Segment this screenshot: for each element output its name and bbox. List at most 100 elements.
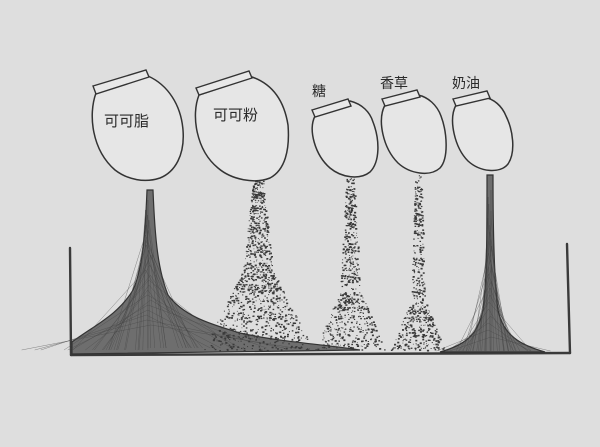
- granule: [349, 222, 351, 224]
- granule: [266, 250, 269, 252]
- granule: [347, 186, 350, 188]
- granule: [263, 287, 266, 289]
- granule: [262, 250, 264, 252]
- granule: [348, 269, 350, 271]
- granule: [283, 326, 286, 328]
- granule: [271, 269, 273, 271]
- cream-heap: [436, 174, 551, 353]
- granule: [254, 286, 256, 288]
- granule: [340, 293, 342, 295]
- granule: [261, 267, 263, 269]
- granule: [420, 250, 422, 252]
- granule: [417, 189, 418, 191]
- hatch-left-stroke: [137, 214, 148, 351]
- granule: [351, 258, 353, 260]
- granule: [401, 334, 404, 336]
- hatch-left-stroke: [148, 279, 234, 349]
- granule: [419, 196, 422, 198]
- granule: [230, 296, 233, 298]
- granule: [413, 269, 415, 271]
- granule: [412, 310, 415, 312]
- granule: [350, 194, 352, 196]
- granule: [351, 341, 354, 343]
- granule: [282, 342, 284, 344]
- granule: [212, 339, 215, 342]
- granule: [331, 343, 333, 345]
- granule: [254, 222, 257, 224]
- granule: [257, 207, 259, 209]
- granule: [423, 309, 425, 311]
- granule: [372, 328, 375, 330]
- granule: [271, 256, 273, 258]
- granule: [300, 346, 303, 349]
- granule: [266, 297, 268, 299]
- granule: [418, 267, 419, 268]
- granule: [265, 308, 267, 310]
- granule: [256, 209, 258, 212]
- granule: [357, 274, 359, 276]
- granule: [254, 268, 256, 270]
- hatch-right-stroke: [455, 280, 492, 352]
- granule: [344, 275, 347, 277]
- granule: [414, 198, 417, 200]
- granule: [345, 225, 348, 227]
- granule: [416, 284, 418, 286]
- granule: [282, 290, 285, 293]
- granule: [412, 263, 414, 265]
- granule: [247, 275, 250, 277]
- granule: [259, 207, 262, 210]
- granule: [337, 329, 340, 331]
- granule: [257, 194, 260, 196]
- granule: [270, 287, 273, 290]
- granule: [352, 223, 355, 225]
- granule: [357, 248, 359, 250]
- granule: [263, 208, 265, 211]
- granule: [343, 301, 345, 303]
- granule: [263, 198, 265, 200]
- granule: [274, 318, 277, 320]
- granule: [259, 271, 262, 273]
- granule: [255, 187, 257, 190]
- granule: [409, 306, 412, 308]
- granule: [252, 210, 255, 213]
- granule: [357, 264, 359, 266]
- granule: [426, 345, 428, 347]
- granule: [257, 251, 259, 253]
- granule: [247, 273, 249, 275]
- granule: [254, 286, 256, 288]
- granule: [252, 189, 254, 192]
- granule: [346, 234, 348, 236]
- granule: [291, 317, 293, 319]
- granule: [342, 327, 344, 329]
- granule: [234, 329, 237, 331]
- granule: [430, 319, 433, 322]
- granule: [422, 229, 425, 231]
- granule: [252, 240, 254, 242]
- granule: [413, 281, 415, 283]
- granule: [271, 279, 273, 281]
- hatch-left-stroke: [117, 249, 150, 351]
- granule: [345, 234, 346, 236]
- granule: [352, 251, 354, 253]
- granule: [419, 240, 421, 242]
- granule: [414, 216, 417, 219]
- granule: [330, 328, 332, 330]
- granule: [306, 349, 309, 351]
- granule: [281, 330, 284, 331]
- granule: [243, 271, 246, 273]
- granule: [419, 218, 421, 220]
- granule: [265, 246, 267, 248]
- granule: [308, 348, 310, 350]
- granule: [258, 298, 260, 300]
- granule: [225, 324, 227, 326]
- granule: [337, 311, 339, 313]
- granule: [352, 307, 353, 309]
- granule: [337, 346, 339, 348]
- granule: [353, 292, 356, 295]
- granule: [236, 319, 238, 321]
- granule: [418, 219, 421, 221]
- granule: [273, 287, 275, 289]
- granule: [345, 260, 348, 263]
- granule: [356, 294, 359, 296]
- granule: [344, 264, 347, 266]
